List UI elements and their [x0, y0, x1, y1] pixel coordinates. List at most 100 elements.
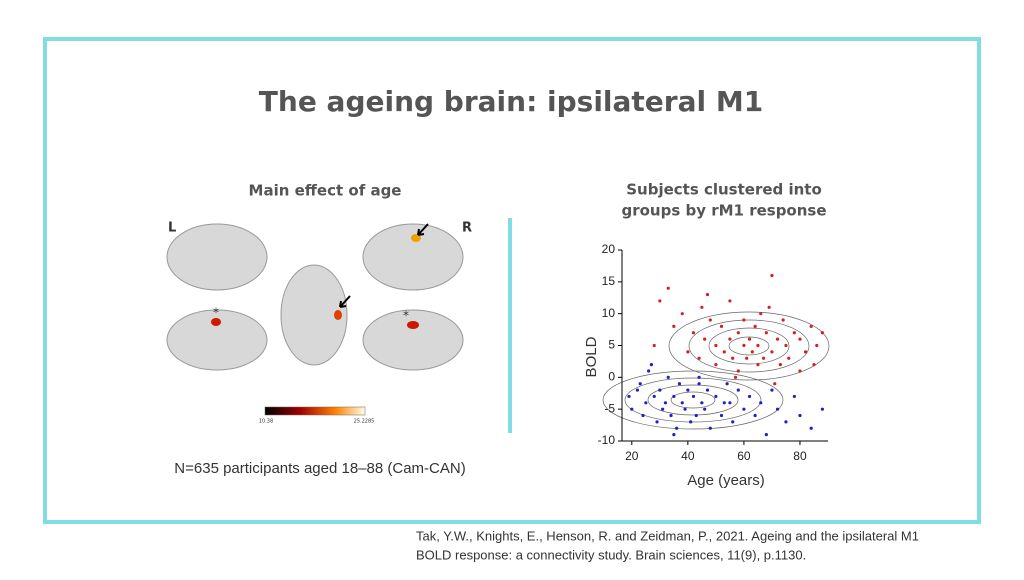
point [761, 356, 766, 360]
x-tick-label: 20 [625, 449, 639, 463]
x-tick-label: 60 [737, 449, 751, 463]
hemisphere-label: L [168, 221, 176, 236]
point [778, 363, 782, 367]
point [775, 337, 780, 341]
point [764, 433, 768, 437]
point [627, 394, 631, 399]
y-tick-label: -10 [598, 433, 616, 447]
marker: * [213, 306, 219, 320]
citation: BOLD response: a connectivity study. Bra… [416, 547, 806, 562]
point [798, 369, 802, 373]
point [764, 331, 768, 335]
point [722, 401, 726, 405]
brain-figure: L R * * 10.38 25.2285 [166, 221, 472, 425]
point [652, 394, 656, 399]
y-tick-label: 20 [602, 242, 616, 256]
brain-view [362, 309, 464, 371]
colorbar [264, 406, 366, 416]
y-axis-title: BOLD [583, 336, 600, 377]
activation [407, 321, 419, 329]
point [677, 382, 682, 386]
point [781, 318, 785, 322]
point [756, 343, 760, 348]
point [803, 350, 808, 354]
point [658, 299, 662, 303]
y-tick-label: 15 [602, 274, 616, 288]
point [731, 356, 735, 360]
hemisphere-label: R [462, 221, 472, 236]
point [697, 356, 701, 360]
point [644, 401, 648, 405]
point [708, 426, 712, 430]
point [820, 407, 824, 411]
point [736, 388, 740, 392]
point [719, 324, 724, 328]
point [661, 407, 665, 411]
point [672, 433, 676, 437]
point [787, 356, 791, 360]
point [672, 394, 676, 399]
point [719, 413, 724, 418]
point [705, 292, 710, 297]
y-tick-label: 5 [608, 338, 615, 352]
y-tick-label: 10 [602, 306, 616, 320]
point [663, 401, 668, 405]
point [759, 401, 763, 405]
activation [334, 310, 342, 320]
slide-frame [43, 37, 981, 524]
point [714, 394, 718, 399]
caption: N=635 participants aged 18–88 (Cam-CAN) [174, 460, 465, 477]
point [641, 413, 645, 418]
point [703, 337, 707, 341]
point [728, 299, 732, 303]
point [736, 331, 740, 335]
point [672, 324, 676, 328]
point [680, 401, 684, 405]
point [770, 388, 774, 392]
colorbar-label: 25.2285 [354, 419, 375, 425]
brain-view [280, 264, 348, 366]
point [725, 382, 729, 386]
point [753, 324, 757, 328]
point [731, 420, 735, 424]
arrow [417, 223, 429, 236]
point [697, 382, 701, 386]
activation [211, 318, 221, 326]
point [705, 388, 710, 392]
point [784, 420, 788, 424]
contour [624, 377, 762, 423]
point [635, 388, 640, 392]
point [750, 350, 754, 354]
point [703, 407, 707, 411]
point [798, 337, 802, 341]
point [792, 394, 796, 399]
point [655, 420, 659, 424]
point [728, 401, 732, 405]
point [770, 273, 774, 278]
brain-view [166, 223, 268, 291]
point [669, 413, 673, 418]
point [815, 343, 819, 348]
point [756, 363, 760, 367]
point [767, 305, 771, 309]
contour [668, 311, 830, 381]
x-tick-label: 40 [681, 449, 695, 463]
activation [411, 234, 421, 242]
point [770, 350, 774, 354]
point [798, 413, 802, 418]
point [686, 350, 690, 354]
point [708, 318, 712, 322]
point [652, 343, 656, 348]
point [689, 420, 693, 424]
contour [688, 319, 810, 373]
point [722, 350, 726, 354]
point [742, 343, 746, 348]
citation: Tak, Y.W., Knights, E., Henson, R. and Z… [416, 528, 919, 543]
point [638, 382, 642, 386]
slide-title: The ageing brain: ipsilateral M1 [259, 85, 763, 118]
point [812, 363, 816, 367]
point [820, 331, 824, 335]
point [742, 407, 746, 411]
contour [708, 327, 790, 365]
